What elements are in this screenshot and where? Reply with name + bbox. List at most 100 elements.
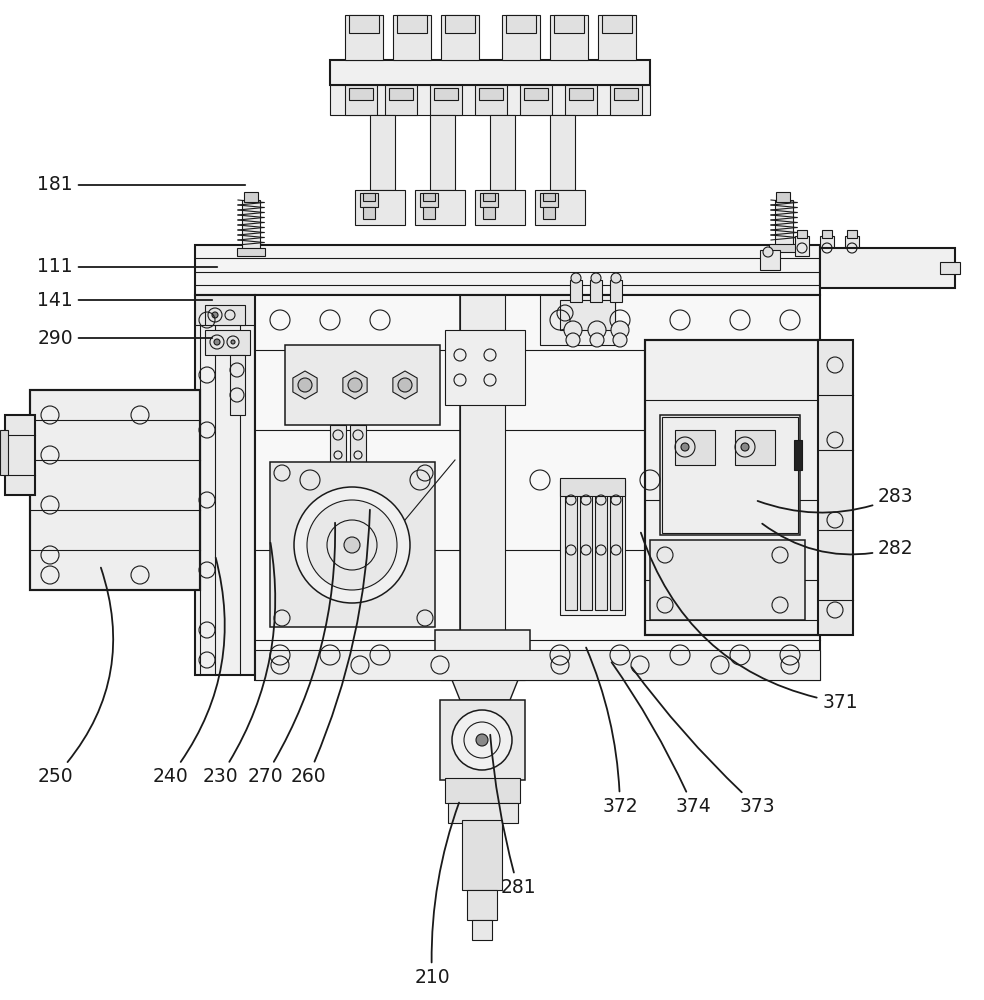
Bar bbox=[543, 207, 555, 219]
Bar bbox=[820, 236, 834, 256]
Circle shape bbox=[214, 339, 220, 345]
Bar bbox=[393, 15, 431, 60]
Bar bbox=[535, 190, 585, 225]
Bar bbox=[350, 425, 366, 465]
Bar bbox=[602, 15, 632, 33]
Text: 270: 270 bbox=[247, 523, 336, 786]
Bar bbox=[237, 248, 265, 256]
Circle shape bbox=[571, 273, 581, 283]
Circle shape bbox=[564, 321, 582, 339]
Bar bbox=[462, 820, 502, 890]
Bar bbox=[660, 415, 800, 535]
Bar bbox=[360, 193, 378, 207]
Bar bbox=[590, 280, 602, 302]
Bar bbox=[345, 15, 383, 60]
Text: 282: 282 bbox=[763, 524, 913, 558]
Bar bbox=[506, 15, 536, 33]
Text: 250: 250 bbox=[37, 568, 113, 786]
Bar bbox=[524, 88, 548, 100]
Bar bbox=[540, 295, 615, 345]
Bar bbox=[441, 15, 479, 60]
Circle shape bbox=[452, 710, 512, 770]
Circle shape bbox=[681, 443, 689, 451]
Bar bbox=[662, 417, 798, 533]
Bar bbox=[445, 15, 475, 33]
Bar bbox=[440, 660, 525, 680]
Bar bbox=[570, 280, 582, 302]
Bar bbox=[389, 88, 413, 100]
Bar bbox=[940, 262, 960, 274]
Circle shape bbox=[590, 333, 604, 347]
Bar bbox=[5, 415, 35, 495]
Bar bbox=[330, 425, 346, 465]
Bar bbox=[195, 295, 255, 325]
Circle shape bbox=[398, 378, 412, 392]
Bar bbox=[349, 88, 373, 100]
Bar bbox=[435, 630, 530, 660]
Text: 181: 181 bbox=[37, 176, 245, 194]
Text: 373: 373 bbox=[632, 667, 774, 816]
Polygon shape bbox=[293, 371, 317, 399]
Bar bbox=[255, 295, 820, 680]
Bar bbox=[345, 85, 377, 115]
Bar bbox=[794, 440, 802, 470]
Bar bbox=[822, 230, 832, 238]
Bar bbox=[430, 115, 455, 190]
Circle shape bbox=[763, 247, 773, 257]
Circle shape bbox=[591, 273, 601, 283]
Circle shape bbox=[344, 537, 360, 553]
Polygon shape bbox=[342, 371, 367, 399]
Bar bbox=[776, 192, 790, 202]
Bar bbox=[645, 340, 820, 635]
Bar bbox=[205, 305, 245, 325]
Circle shape bbox=[231, 340, 235, 344]
Circle shape bbox=[212, 312, 218, 318]
Text: 372: 372 bbox=[586, 648, 638, 816]
Circle shape bbox=[566, 333, 580, 347]
Bar bbox=[847, 230, 857, 238]
Bar bbox=[483, 207, 495, 219]
Bar bbox=[363, 207, 375, 219]
Text: 141: 141 bbox=[37, 290, 213, 310]
Bar bbox=[30, 390, 200, 590]
Bar bbox=[230, 355, 245, 415]
Bar bbox=[30, 390, 200, 590]
Bar bbox=[598, 15, 636, 60]
Bar bbox=[397, 15, 427, 33]
Bar bbox=[595, 490, 607, 610]
Bar bbox=[285, 345, 440, 425]
Bar bbox=[480, 193, 498, 207]
Bar bbox=[560, 478, 625, 496]
Bar bbox=[479, 88, 503, 100]
Text: 260: 260 bbox=[290, 510, 370, 786]
Bar bbox=[430, 85, 462, 115]
Circle shape bbox=[298, 378, 312, 392]
Bar bbox=[569, 88, 593, 100]
Polygon shape bbox=[393, 371, 417, 399]
Bar bbox=[440, 700, 525, 780]
Bar bbox=[434, 88, 458, 100]
Bar bbox=[775, 200, 793, 245]
Text: 283: 283 bbox=[758, 488, 913, 513]
Text: 240: 240 bbox=[153, 558, 224, 786]
Bar bbox=[195, 295, 255, 675]
Circle shape bbox=[588, 321, 606, 339]
Bar bbox=[580, 490, 592, 610]
Bar bbox=[467, 890, 497, 920]
Bar bbox=[795, 236, 809, 256]
Bar bbox=[244, 192, 258, 202]
Bar bbox=[760, 250, 780, 270]
Bar bbox=[502, 15, 540, 60]
Bar bbox=[355, 190, 405, 225]
Bar bbox=[445, 778, 520, 803]
Bar bbox=[820, 248, 955, 288]
Circle shape bbox=[611, 321, 629, 339]
Text: 374: 374 bbox=[612, 662, 710, 816]
Bar bbox=[423, 207, 435, 219]
Bar bbox=[610, 85, 642, 115]
Bar bbox=[370, 115, 395, 190]
Text: 230: 230 bbox=[202, 543, 276, 786]
Bar bbox=[543, 193, 555, 201]
Bar bbox=[483, 193, 495, 201]
Circle shape bbox=[476, 734, 488, 746]
